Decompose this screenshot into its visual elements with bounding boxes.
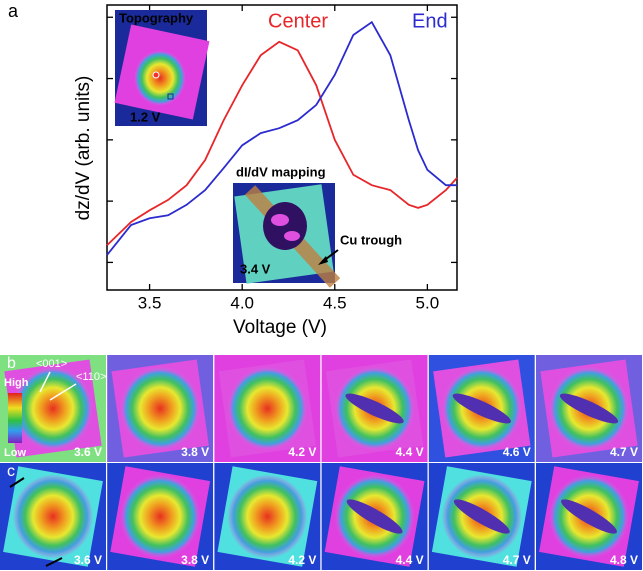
- tile-voltage: 4.6 V: [503, 445, 531, 459]
- tile-voltage: 3.8 V: [181, 445, 209, 459]
- molecule: [227, 474, 308, 559]
- direction-label: <001>: [36, 358, 67, 370]
- y-axis-label: dz/dV (arb. units): [73, 76, 94, 221]
- tile-voltage: 4.4 V: [396, 553, 424, 567]
- inset-title: dI/dV mapping: [236, 164, 326, 179]
- image-tile: 4.2 V: [214, 463, 322, 570]
- tile-voltage: 3.6 V: [74, 553, 102, 567]
- molecule: [120, 474, 201, 559]
- color-scale: [8, 393, 22, 443]
- inset-voltage: 1.2 V: [130, 109, 161, 124]
- scale-label: Low: [4, 447, 26, 459]
- image-tile: 3.6 V: [0, 463, 108, 570]
- data-line: [106, 40, 458, 246]
- image-tile: 4.8 V: [536, 463, 642, 570]
- image-tile: 4.7 V: [428, 463, 537, 570]
- panel-label: b: [7, 355, 16, 372]
- legend-label: End: [412, 10, 448, 32]
- topography-inset: Topography 1.2 V: [114, 10, 210, 126]
- tile-voltage: 4.8 V: [610, 553, 638, 567]
- node-line: [345, 393, 404, 424]
- direction-arrow: [49, 383, 77, 401]
- node-line: [346, 499, 403, 534]
- image-tile: 4.4 V: [321, 463, 429, 570]
- tile-voltage: 4.4 V: [396, 445, 424, 459]
- x-tick-label: 3.5: [138, 293, 162, 312]
- x-tick-label: 5.0: [416, 293, 440, 312]
- tile-voltage: 4.7 V: [610, 445, 638, 459]
- image-tile: 3.8 V: [107, 463, 215, 570]
- pointer-arrow: [9, 477, 25, 488]
- panel-label: c: [7, 463, 15, 480]
- scale-label: High: [4, 377, 29, 389]
- molecule: [120, 366, 201, 451]
- panel-label: a: [8, 1, 19, 21]
- inset-voltage: 3.4 V: [240, 261, 271, 276]
- x-axis-label: Voltage (V): [233, 317, 327, 338]
- image-tile: 4.6 V: [428, 355, 537, 462]
- pointer-arrow: [45, 557, 63, 567]
- node-line: [561, 499, 617, 534]
- tile-voltage: 3.8 V: [181, 553, 209, 567]
- molecule: [13, 474, 93, 559]
- molecule: [13, 366, 93, 451]
- inset-title: Topography: [119, 10, 194, 25]
- node-line: [453, 499, 510, 534]
- image-tile: 4.2 V: [214, 355, 322, 462]
- legend-label: Center: [268, 10, 328, 32]
- x-tick-label: 4.0: [230, 293, 254, 312]
- tile-voltage: 4.7 V: [503, 553, 531, 567]
- molecule: [227, 366, 308, 451]
- node-line: [452, 393, 511, 424]
- image-tile: 4.7 V: [536, 355, 642, 462]
- x-tick-label: 4.5: [323, 293, 347, 312]
- mapping-inset: dI/dV mapping 3.4 V Cu trough: [233, 164, 402, 288]
- plot-frame: [106, 4, 458, 291]
- arrow-label: Cu trough: [340, 232, 402, 247]
- tile-voltage: 4.2 V: [288, 553, 316, 567]
- image-tile: 3.8 V: [107, 355, 215, 462]
- data-line: [106, 20, 457, 256]
- node-line: [559, 393, 619, 424]
- direction-arrow: [39, 371, 51, 393]
- tile-voltage: 4.2 V: [288, 445, 316, 459]
- direction-label: <110>: [76, 371, 106, 383]
- tile-voltage: 3.6 V: [74, 445, 102, 459]
- image-tile: 4.4 V: [321, 355, 429, 462]
